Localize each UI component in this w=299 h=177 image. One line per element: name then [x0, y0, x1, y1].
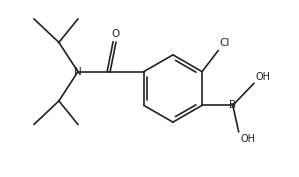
Text: B: B — [229, 100, 236, 110]
Text: OH: OH — [255, 72, 270, 82]
Text: OH: OH — [240, 134, 255, 144]
Text: Cl: Cl — [220, 38, 230, 48]
Text: N: N — [74, 67, 82, 77]
Text: O: O — [112, 29, 120, 39]
